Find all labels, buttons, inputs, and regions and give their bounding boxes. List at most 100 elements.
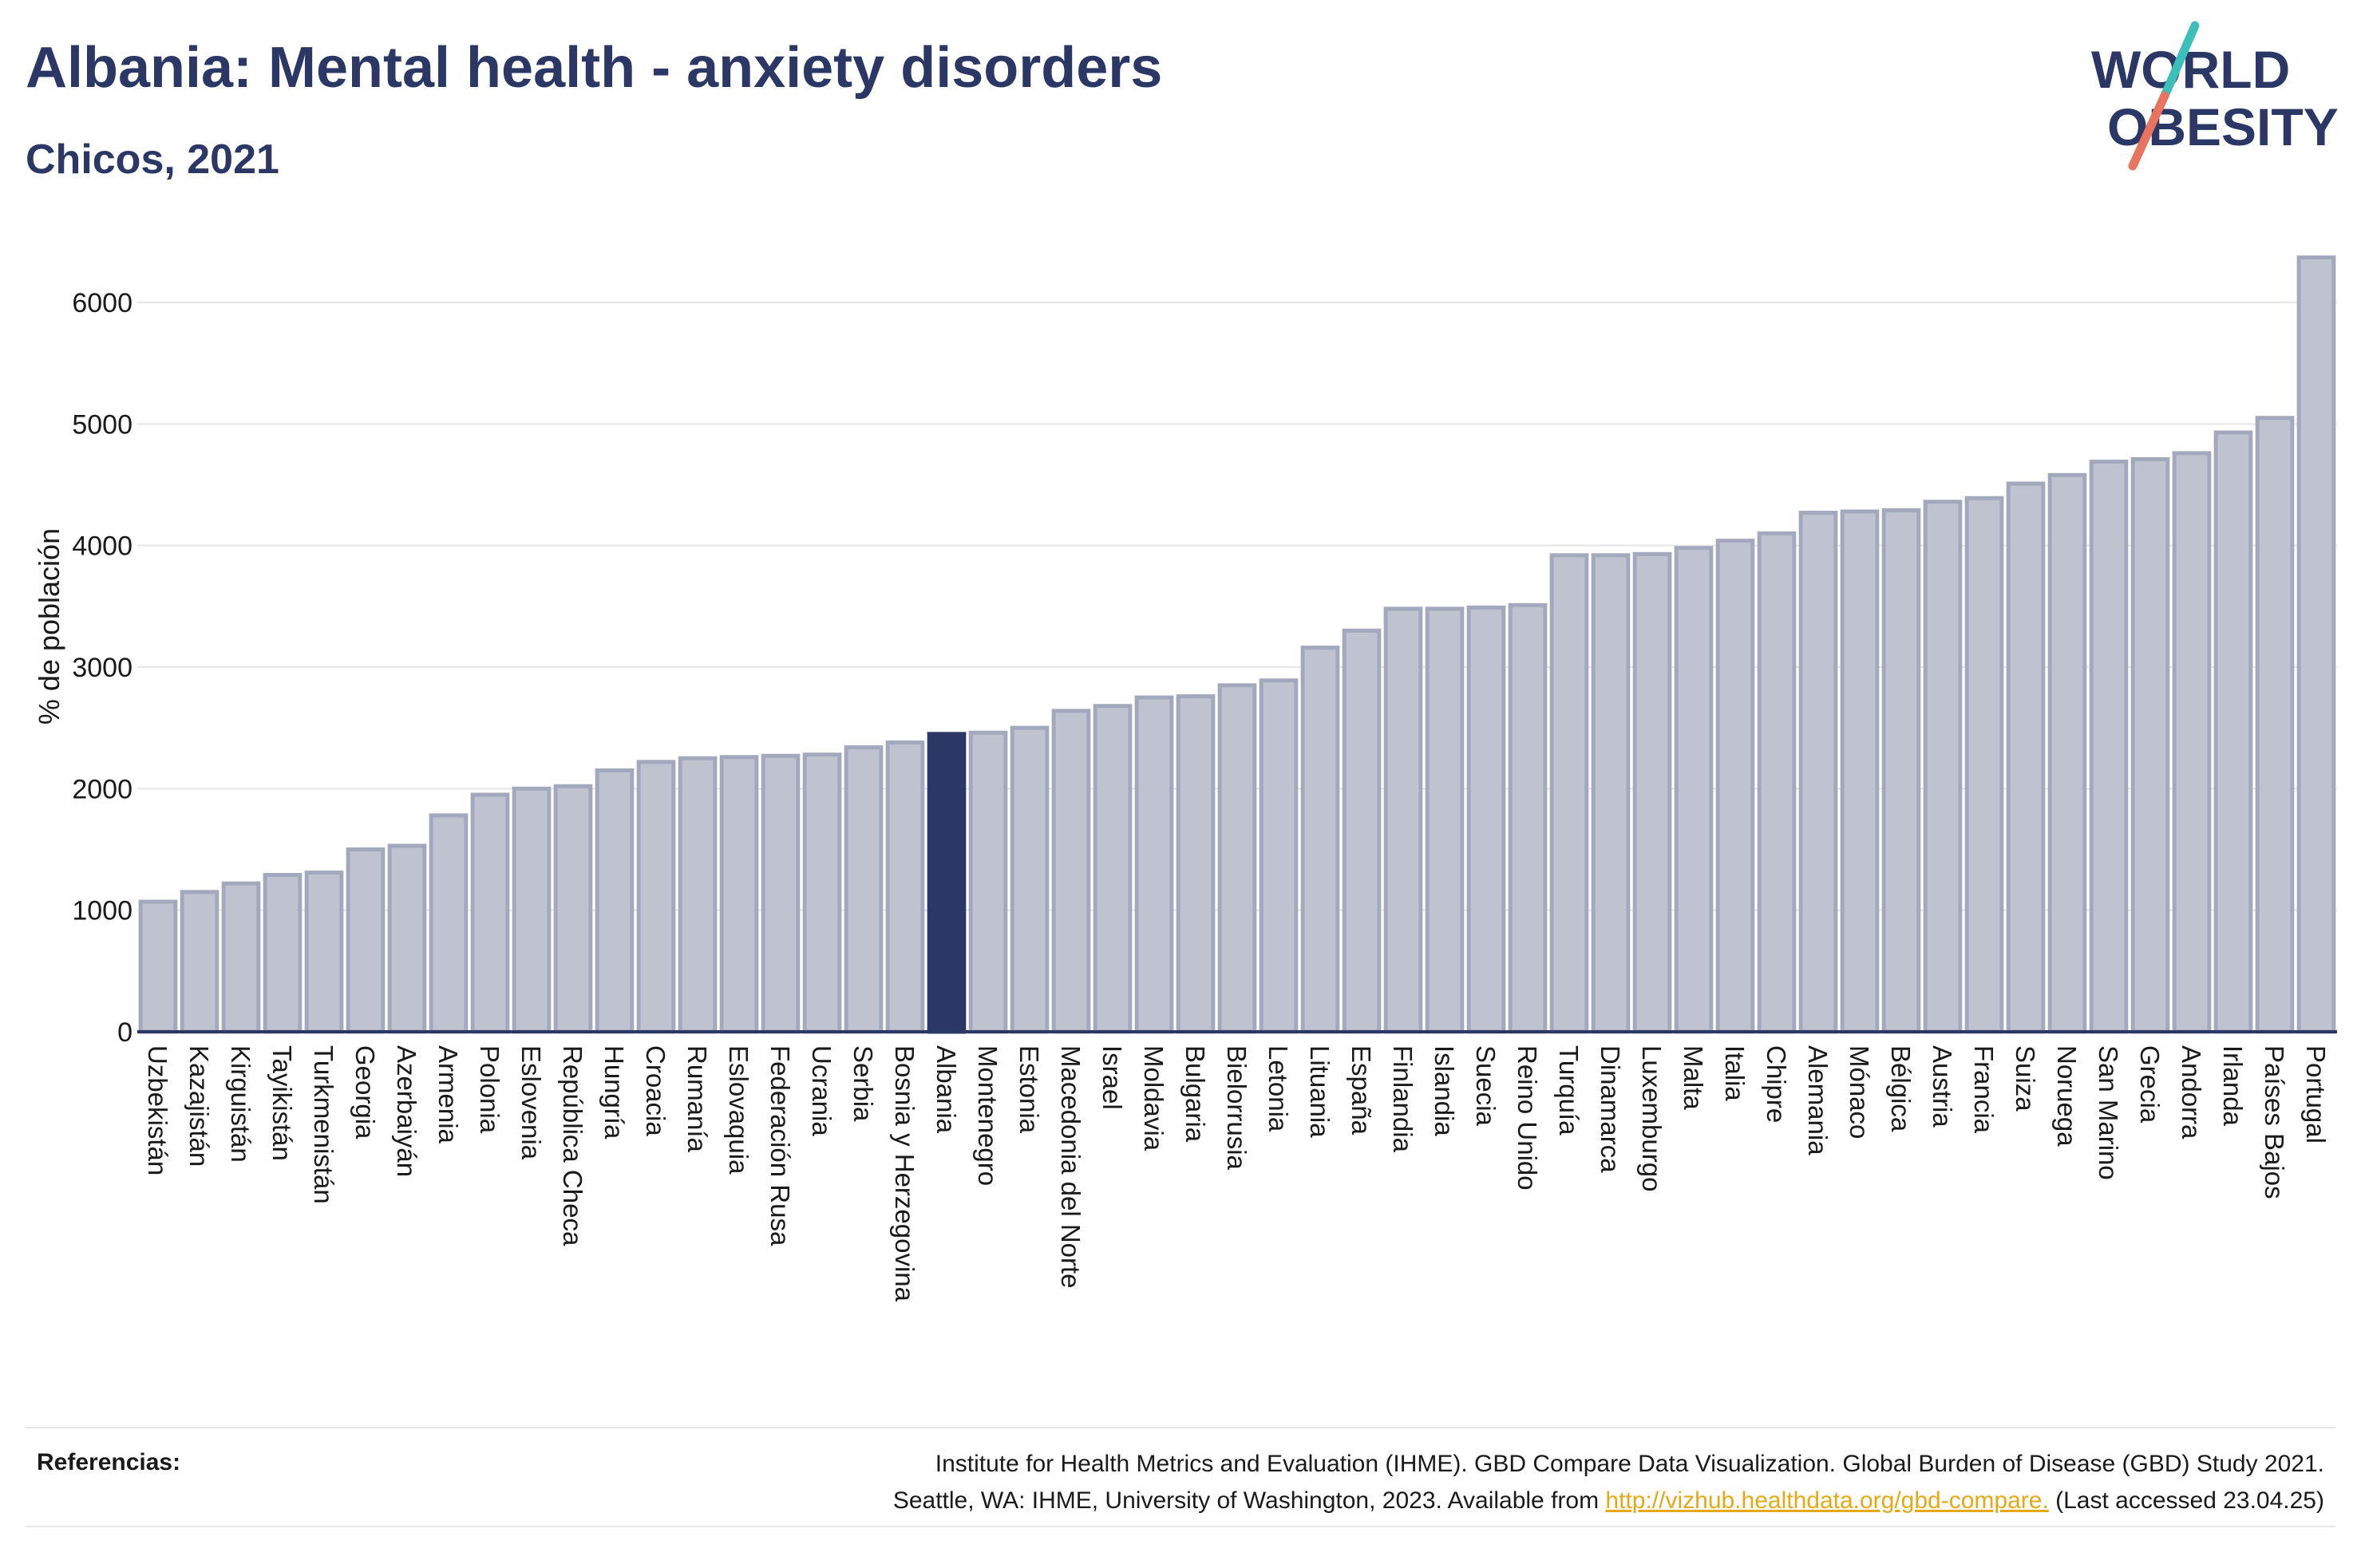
x-tick-label: Reino Unido (1513, 1045, 1542, 1191)
references-line-2-suffix: (Last accessed 23.04.25) (2048, 1487, 2324, 1514)
x-tick-label: Alemania (1803, 1045, 1833, 1155)
bar (1300, 646, 1340, 1034)
bar (2296, 255, 2336, 1034)
x-tick-label: Turquía (1554, 1045, 1584, 1136)
bar (719, 755, 759, 1034)
bar (138, 899, 178, 1034)
bar (2006, 481, 2046, 1034)
bar (968, 730, 1008, 1034)
bar (512, 786, 552, 1034)
bar (1881, 508, 1921, 1034)
references-line-2: Seattle, WA: IHME, University of Washing… (409, 1483, 2324, 1519)
bar (1093, 704, 1133, 1034)
x-tick-label: Federación Rusa (765, 1045, 795, 1246)
bar (1466, 605, 1506, 1034)
chart-subtitle: Chicos, 2021 (26, 136, 279, 183)
x-tick-label: Armenia (433, 1045, 463, 1144)
logo-text-world: WORLD (2091, 40, 2290, 99)
y-tick-label: 2000 (72, 774, 132, 804)
chart-title: Albania: Mental health - anxiety disorde… (26, 36, 1163, 100)
bar (553, 784, 593, 1034)
x-tick-label: Malta (1679, 1045, 1708, 1110)
bar (1591, 553, 1631, 1034)
bar (304, 870, 344, 1034)
x-tick-label: Luxemburgo (1637, 1045, 1667, 1191)
x-tick-label: Kazajistán (184, 1045, 214, 1167)
bar (1923, 500, 1963, 1034)
x-tick-label: Croacia (641, 1045, 670, 1136)
bar (1342, 628, 1382, 1034)
bar (761, 753, 801, 1034)
x-tick-label: Letonia (1264, 1045, 1293, 1132)
bar (1757, 531, 1797, 1034)
y-tick-label: 6000 (72, 288, 132, 318)
bar (180, 890, 219, 1034)
y-axis-label: % de población (33, 528, 65, 725)
bar (387, 843, 427, 1034)
bar (263, 872, 303, 1034)
x-tick-label: San Marino (2094, 1045, 2123, 1180)
x-tick-label: Macedonia del Norte (1056, 1045, 1086, 1289)
x-tick-label: Portugal (2301, 1045, 2331, 1143)
references-label: Referencias: (37, 1449, 181, 1475)
x-tick-label: Serbia (848, 1045, 878, 1122)
y-tick-label: 0 (117, 1017, 132, 1048)
bar (2213, 430, 2253, 1034)
bar (2047, 472, 2087, 1034)
references-bottom-divider (26, 1526, 2335, 1527)
bar (1010, 725, 1050, 1034)
x-tick-label: Austria (1928, 1045, 1957, 1128)
x-tick-label: Bosnia y Herzegovina (890, 1045, 919, 1302)
x-tick-label: Rumanía (682, 1045, 712, 1153)
bar (470, 792, 510, 1034)
x-tick-label: Ucrania (807, 1045, 836, 1136)
references-link[interactable]: http://vizhub.healthdata.org/gbd-compare… (1605, 1487, 2049, 1514)
x-tick-label: Moldavia (1139, 1045, 1169, 1151)
x-tick-label: España (1347, 1045, 1376, 1136)
bar (429, 813, 469, 1034)
x-tick-label: Grecia (2135, 1045, 2165, 1124)
x-tick-label: Bélgica (1886, 1045, 1916, 1132)
bar (636, 760, 676, 1034)
bar (1508, 602, 1548, 1034)
bar (595, 768, 635, 1034)
y-tick-label: 5000 (72, 409, 132, 440)
x-tick-label: Lituania (1305, 1045, 1335, 1138)
bar (1798, 511, 1838, 1034)
bar (346, 847, 386, 1034)
bar (221, 881, 261, 1034)
bar (927, 732, 967, 1034)
x-tick-label: Francia (1969, 1045, 1999, 1134)
bar-chart: 0 1000 2000 3000 4000 5000 6000 % de población U… (33, 255, 2337, 1302)
bar (1134, 695, 1174, 1034)
references-line-1: Institute for Health Metrics and Evaluat… (935, 1451, 2324, 1477)
x-tick-label: Países Bajos (2260, 1045, 2289, 1199)
x-tick-label: Albania (931, 1045, 961, 1134)
references-line-2-prefix: Seattle, WA: IHME, University of Washing… (892, 1487, 1606, 1514)
x-tick-label: Azerbaiyán (392, 1045, 421, 1177)
bar (1259, 678, 1299, 1034)
x-tick-label: Bulgaria (1180, 1045, 1210, 1143)
x-tick-label: Andorra (2177, 1045, 2206, 1139)
bar (1176, 694, 1216, 1034)
bar (2172, 451, 2212, 1034)
x-tick-label: Turkmenistán (309, 1045, 338, 1204)
bar (1425, 606, 1465, 1034)
bar (1715, 539, 1755, 1034)
bar (1632, 551, 1672, 1034)
x-tick-label: Bielorrusia (1222, 1045, 1252, 1171)
bar (2130, 457, 2170, 1034)
x-tick-label: Israel (1097, 1045, 1127, 1110)
x-tick-label: Georgia (350, 1045, 380, 1139)
x-tick-label: República Checa (558, 1045, 587, 1246)
x-tick-label: Italia (1720, 1045, 1750, 1101)
logo-slash-top (2160, 21, 2200, 101)
x-tick-label: Kirguistán (226, 1045, 255, 1163)
x-tick-label: Uzbekistán (143, 1045, 172, 1175)
y-tick-label: 3000 (72, 653, 132, 683)
y-tick-label: 4000 (72, 531, 132, 562)
bar (1051, 709, 1091, 1034)
x-tick-label: Tayikistán (267, 1045, 297, 1161)
bar (1840, 509, 1880, 1034)
logo-slash-bottom (2128, 91, 2169, 171)
